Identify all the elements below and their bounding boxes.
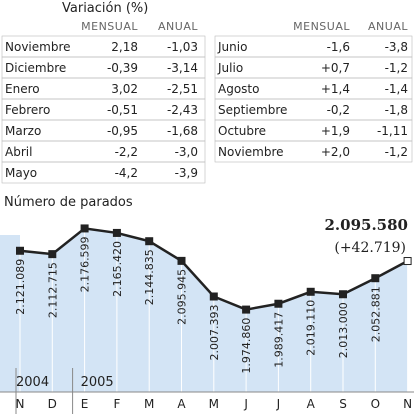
cell: -0,2	[327, 103, 350, 117]
table-title: Variación (%)	[62, 1, 148, 16]
x-tick-label: D	[48, 397, 57, 411]
chart-title: Número de parados	[4, 195, 133, 210]
point	[112, 228, 121, 237]
value-label: 2.095.945	[176, 269, 189, 325]
value-label: 1.989.417	[272, 312, 285, 368]
point	[339, 290, 347, 299]
year-label: 2005	[81, 375, 114, 390]
point	[403, 257, 412, 266]
cell: Enero	[5, 82, 40, 96]
cell: +0,7	[321, 61, 350, 75]
cell: -1,4	[385, 82, 408, 96]
point	[209, 292, 218, 301]
value-label: 2.112.715	[46, 262, 59, 318]
cell: -1,8	[385, 103, 408, 117]
x-tick-label: A	[177, 397, 186, 411]
cell: -0,39	[107, 61, 138, 75]
cell: -2,2	[115, 145, 138, 159]
cell: Noviembre	[5, 40, 71, 54]
point	[242, 305, 251, 314]
x-tick-label: E	[81, 397, 89, 411]
x-tick-label: A	[307, 397, 316, 411]
cell: -4,2	[115, 166, 138, 180]
cell: Diciembre	[5, 61, 66, 75]
cell: Abril	[5, 145, 32, 159]
x-tick-label: J	[276, 397, 281, 411]
point	[16, 246, 24, 255]
cell: 3,02	[111, 82, 138, 96]
cell: -1,11	[377, 124, 408, 138]
x-tick-label: N	[16, 397, 25, 411]
cell: Noviembre	[218, 145, 284, 159]
cell: -3,9	[175, 166, 198, 180]
column-header: MENSUAL	[293, 20, 350, 33]
value-label: 2.121.089	[14, 259, 27, 315]
cell: -1,6	[327, 40, 350, 54]
cell: Febrero	[5, 103, 50, 117]
x-tick-label: M	[144, 397, 154, 411]
cell: Octubre	[218, 124, 266, 138]
cell: -3,0	[175, 145, 198, 159]
cell: -1,2	[385, 61, 408, 75]
value-label: 2.052.881	[369, 286, 382, 342]
point	[177, 256, 186, 265]
cell: -0,51	[107, 103, 138, 117]
column-header: MENSUAL	[81, 20, 138, 33]
x-tick-label: F	[113, 397, 120, 411]
cell: Agosto	[218, 82, 259, 96]
cell: -3,8	[385, 40, 408, 54]
row-border	[214, 140, 413, 163]
value-label: 2.019.110	[305, 300, 318, 356]
cell: -1,68	[167, 124, 198, 138]
cell: -2,43	[167, 103, 198, 117]
year-label: 2004	[16, 375, 49, 390]
column-header: ANUAL	[368, 20, 408, 33]
point	[48, 250, 57, 259]
cell: -2,51	[167, 82, 198, 96]
point	[145, 237, 154, 246]
point	[371, 274, 380, 283]
x-tick-label: S	[339, 397, 347, 411]
annotation: (+42.719)	[334, 240, 406, 256]
row-border	[1, 161, 206, 184]
cell: -3,14	[167, 61, 198, 75]
cell: Junio	[217, 40, 247, 54]
value-label: 2.176.599	[79, 236, 92, 292]
cell: Septiembre	[218, 103, 287, 117]
cell: -0,95	[107, 124, 138, 138]
cell: +1,4	[321, 82, 350, 96]
row-border	[214, 56, 413, 79]
cell: +2,0	[321, 145, 350, 159]
cell: 2,18	[111, 40, 138, 54]
cell: Mayo	[5, 166, 37, 180]
point	[274, 299, 283, 308]
left-band	[0, 235, 20, 392]
cell: -1,03	[167, 40, 198, 54]
point	[306, 287, 315, 296]
value-label: 2.007.393	[208, 305, 221, 361]
column-header: ANUAL	[158, 20, 198, 33]
value-label: 2.144.835	[143, 249, 156, 305]
value-label: 2.013.000	[337, 302, 350, 358]
x-tick-label: J	[243, 397, 248, 411]
x-tick-label: N	[403, 397, 412, 411]
cell: -1,2	[385, 145, 408, 159]
highlight-value: 2.095.580	[324, 216, 408, 234]
cell: Marzo	[5, 124, 41, 138]
x-tick-label: M	[209, 397, 219, 411]
cell: +1,9	[321, 124, 350, 138]
value-label: 2.165.420	[111, 241, 124, 297]
x-tick-label: O	[371, 397, 380, 411]
cell: Julio	[217, 61, 243, 75]
point	[80, 224, 89, 233]
value-label: 1.974.860	[240, 318, 253, 374]
